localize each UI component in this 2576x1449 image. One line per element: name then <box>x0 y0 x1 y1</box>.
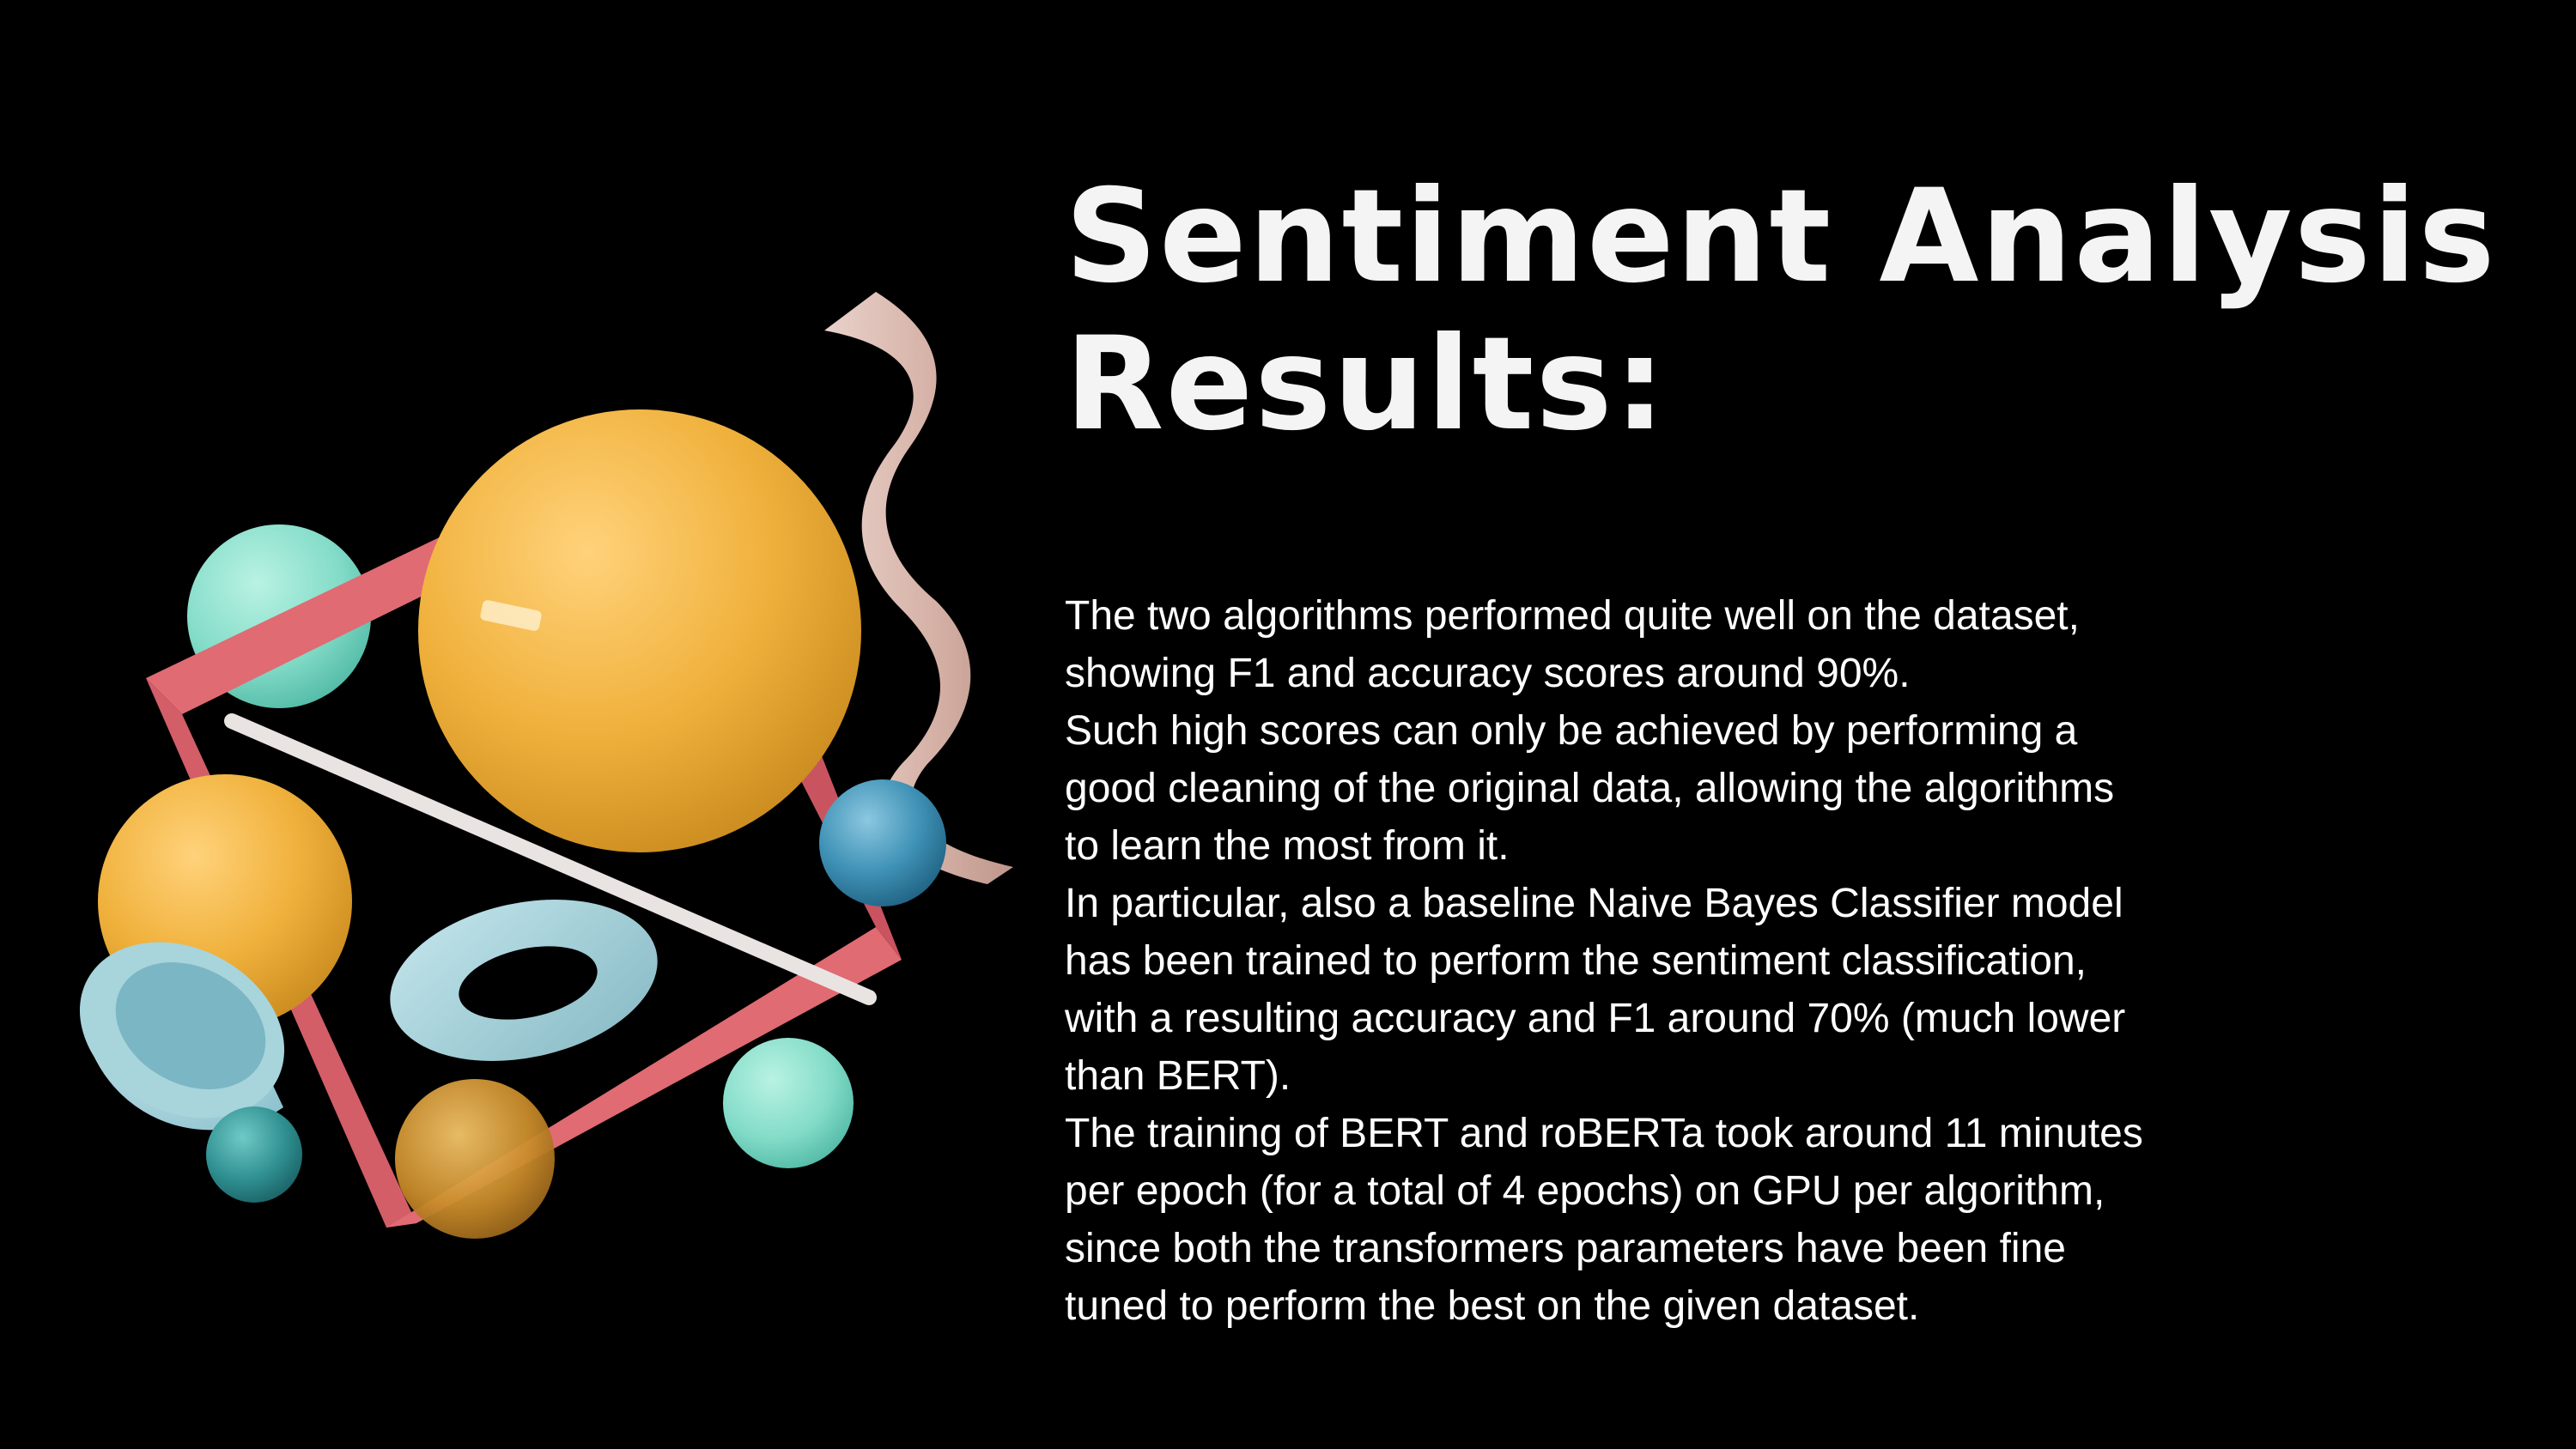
body-line: tuned to perform the best on the given d… <box>1065 1283 1920 1329</box>
hemisphere-bowl-shape <box>79 942 285 1131</box>
teal-sphere <box>206 1106 302 1203</box>
large-orange-sphere <box>418 409 861 852</box>
body-line: to learn the most from it. <box>1065 823 1510 869</box>
torus-ring-shape <box>390 900 658 1061</box>
body-line: has been trained to perform the sentimen… <box>1065 938 2087 984</box>
title-line: Results: <box>1065 310 1668 459</box>
title-line: Sentiment Analysis <box>1065 162 2497 312</box>
body-line: than BERT). <box>1065 1053 1291 1099</box>
body-line: good cleaning of the original data, allo… <box>1065 766 2115 811</box>
body-line: since both the transformers parameters h… <box>1065 1226 2066 1271</box>
body-line: per epoch (for a total of 4 epochs) on G… <box>1065 1168 2105 1214</box>
abstract-3d-shapes-illustration <box>79 292 1013 1239</box>
body-line: showing F1 and accuracy scores around 90… <box>1065 651 1911 696</box>
body-line: In particular, also a baseline Naive Bay… <box>1065 881 2123 926</box>
body-line: The training of BERT and roBERTa took ar… <box>1065 1111 2143 1156</box>
sphere-highlight <box>480 600 542 631</box>
body-line: with a resulting accuracy and F1 around … <box>1065 996 2126 1041</box>
results-paragraph: The two algorithms performed quite well … <box>1065 587 2524 1335</box>
body-line: Such high scores can only be achieved by… <box>1065 708 2078 754</box>
blue-sphere <box>819 779 946 906</box>
mint-sphere-small <box>723 1038 854 1168</box>
slide-title: Sentiment Analysis Results: <box>1065 163 2524 458</box>
wavy-ribbon-shape <box>824 292 1013 884</box>
white-rod-shape <box>224 713 877 1005</box>
body-line: The two algorithms performed quite well … <box>1065 593 2080 639</box>
amber-sphere <box>395 1079 555 1239</box>
